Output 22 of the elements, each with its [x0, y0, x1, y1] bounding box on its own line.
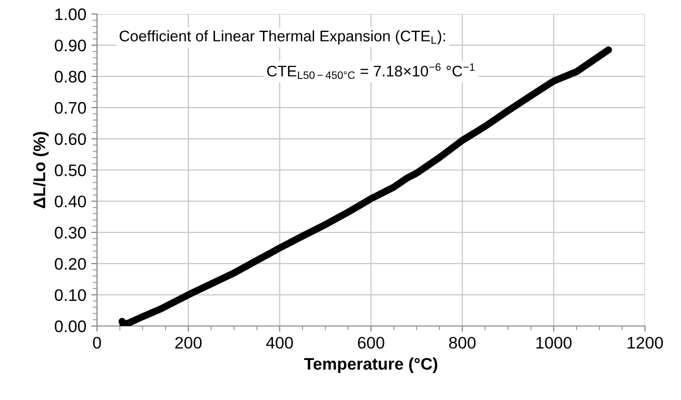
x-tick-label: 1200 — [628, 336, 663, 349]
y-axis-title: ΔL/Lo (%) — [33, 132, 49, 208]
y-tick-label: 0.00 — [54, 320, 86, 332]
y-tick-label: 0.80 — [54, 70, 86, 83]
x-tick-label: 600 — [358, 336, 384, 349]
x-tick-label: 1000 — [536, 336, 572, 349]
x-tick-label: 400 — [266, 336, 293, 349]
x-tick-label: 200 — [175, 336, 202, 349]
x-tick-label: 800 — [449, 336, 476, 349]
annotation: CTE$_{L50−450°C}$ = 7.18×10$^{−6}$ °C$^{−1}$ — [267, 63, 475, 79]
y-tick-label: 0.20 — [54, 258, 86, 270]
y-tick-label: 0.30 — [54, 226, 86, 239]
y-tick-label: 0.70 — [54, 102, 86, 114]
annotation: Coefficient of Linear Thermal Expansion (CTE$_{L}$): — [120, 30, 445, 44]
y-tick-label: 0.60 — [54, 133, 86, 146]
y-tick-label: 0.40 — [54, 196, 86, 208]
y-tick-label: 0.50 — [54, 164, 86, 176]
y-tick-label: 0.10 — [54, 289, 86, 302]
y-tick-label: 0.90 — [54, 40, 86, 52]
x-axis-title: Temperature (°C) — [304, 358, 438, 374]
y-tick-label: 1.00 — [55, 8, 86, 20]
x-tick-label: 0 — [93, 336, 101, 349]
